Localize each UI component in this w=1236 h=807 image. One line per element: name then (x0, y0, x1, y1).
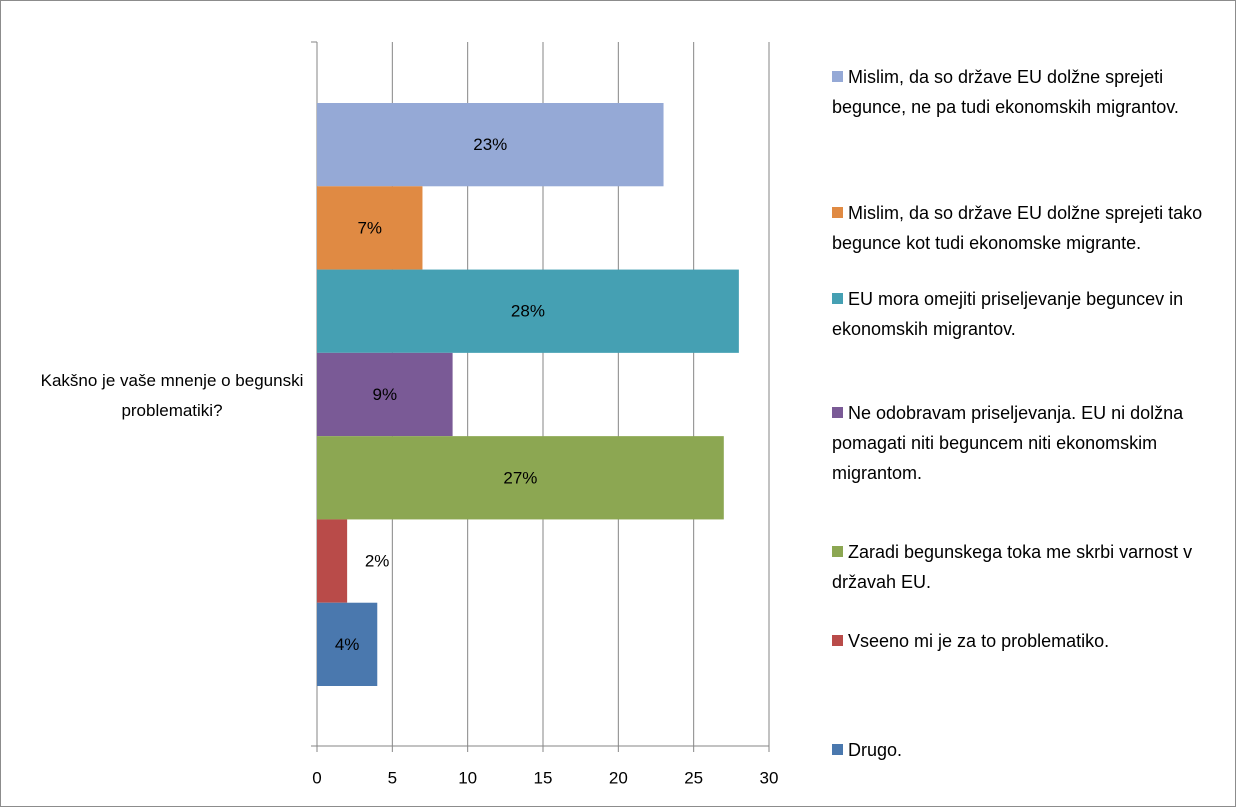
legend-label: Zaradi begunskega toka me skrbi varnost … (832, 542, 1193, 592)
legend-swatch (832, 407, 843, 418)
x-tick-label: 10 (458, 768, 477, 787)
legend-label: Ne odobravam priseljevanja. EU ni dolžna… (832, 403, 1184, 483)
legend-item: Ne odobravam priseljevanja. EU ni dolžna… (832, 398, 1207, 488)
bar (317, 436, 724, 520)
legend-swatch (832, 71, 843, 82)
legend-label: Mislim, da so države EU dolžne sprejeti … (832, 203, 1203, 253)
x-tick-label: 30 (760, 768, 779, 787)
legend-label: Mislim, da so države EU dolžne sprejeti … (832, 67, 1179, 117)
bar (317, 186, 423, 270)
legend-swatch (832, 293, 843, 304)
legend-item: Drugo. (832, 735, 1207, 765)
data-label: 9% (373, 385, 398, 404)
data-label: 27% (503, 468, 537, 487)
legend-swatch (832, 546, 843, 557)
legend-item: Vseeno mi je za to problematiko. (832, 626, 1207, 656)
bar (317, 352, 453, 437)
bar (317, 602, 378, 686)
bar (317, 519, 348, 603)
data-label: 4% (335, 635, 360, 654)
x-tick-label: 15 (534, 768, 553, 787)
x-tick-label: 25 (684, 768, 703, 787)
category-label: Kakšno je vaše mnenje o begunski problem… (40, 371, 304, 420)
data-label: 28% (511, 302, 545, 321)
bar (317, 103, 664, 187)
x-tick-label: 0 (312, 768, 321, 787)
legend-label: EU mora omejiti priseljevanje beguncev i… (832, 289, 1184, 339)
legend-item: Zaradi begunskega toka me skrbi varnost … (832, 537, 1207, 597)
legend-label: Drugo. (848, 740, 903, 760)
x-tick-label: 20 (609, 768, 628, 787)
legend-swatch (832, 744, 843, 755)
data-label: 23% (473, 135, 507, 154)
x-tick-label: 5 (388, 768, 397, 787)
data-label: 2% (365, 552, 390, 571)
legend-label: Vseeno mi je za to problematiko. (848, 631, 1110, 651)
legend-swatch (832, 635, 843, 646)
legend-item: Mislim, da so države EU dolžne sprejeti … (832, 62, 1207, 122)
bar (317, 269, 739, 353)
data-label: 7% (357, 218, 382, 237)
legend-swatch (832, 207, 843, 218)
legend-item: Mislim, da so države EU dolžne sprejeti … (832, 198, 1207, 258)
legend-item: EU mora omejiti priseljevanje beguncev i… (832, 284, 1207, 344)
